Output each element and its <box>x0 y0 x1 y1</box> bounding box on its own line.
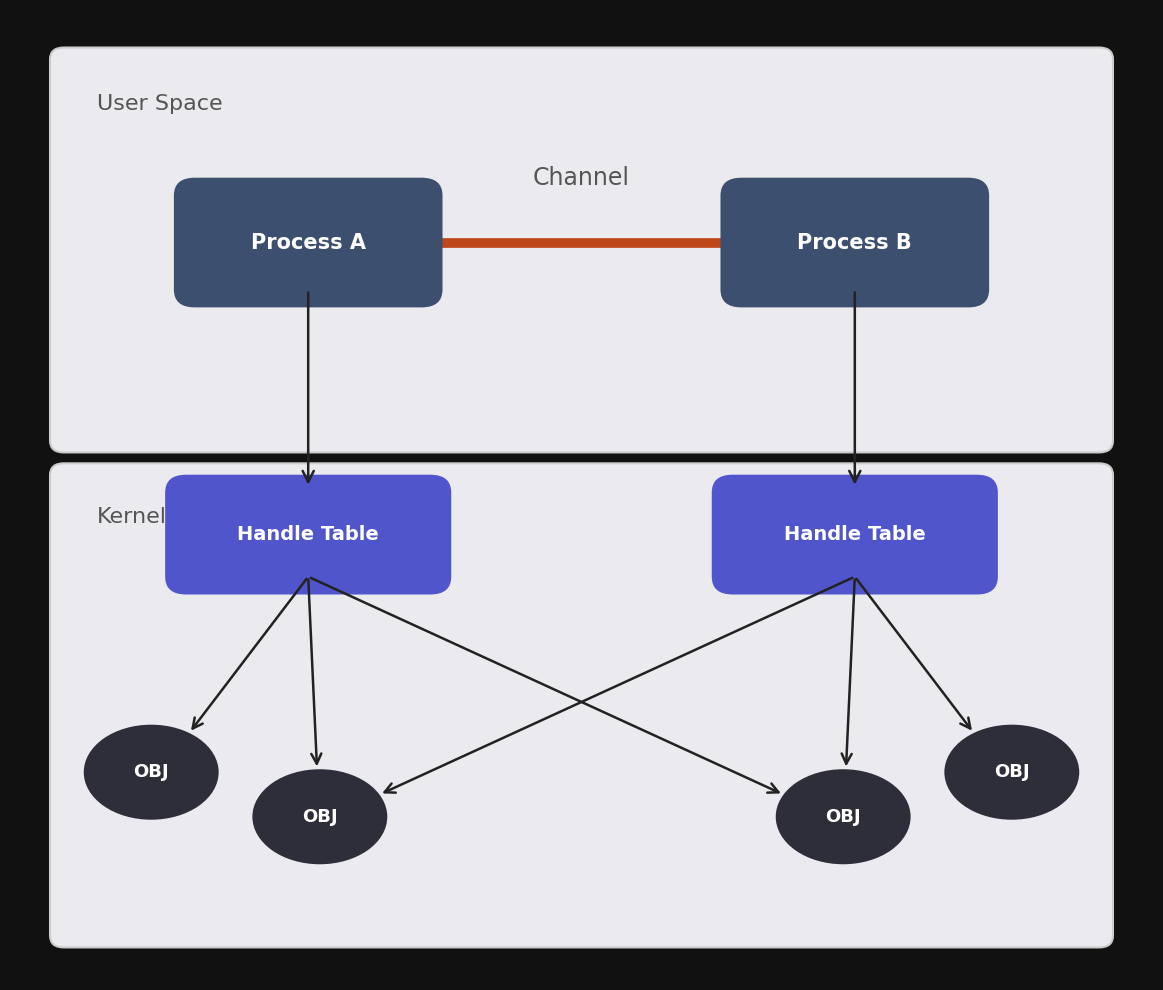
Text: OBJ: OBJ <box>302 808 337 826</box>
Text: Handle Table: Handle Table <box>784 525 926 545</box>
Text: Kernel: Kernel <box>97 507 166 527</box>
Text: Channel: Channel <box>533 166 630 190</box>
Ellipse shape <box>776 769 911 864</box>
FancyBboxPatch shape <box>50 48 1113 452</box>
Text: Handle Table: Handle Table <box>237 525 379 545</box>
Text: Process B: Process B <box>798 233 912 252</box>
FancyBboxPatch shape <box>720 178 989 307</box>
FancyBboxPatch shape <box>174 178 443 307</box>
Text: Process A: Process A <box>251 233 365 252</box>
Text: User Space: User Space <box>97 94 222 114</box>
FancyBboxPatch shape <box>50 463 1113 947</box>
FancyBboxPatch shape <box>165 475 451 594</box>
Ellipse shape <box>944 725 1079 820</box>
Text: OBJ: OBJ <box>134 763 169 781</box>
Text: OBJ: OBJ <box>826 808 861 826</box>
Ellipse shape <box>84 725 219 820</box>
Text: OBJ: OBJ <box>994 763 1029 781</box>
FancyBboxPatch shape <box>712 475 998 594</box>
Ellipse shape <box>252 769 387 864</box>
